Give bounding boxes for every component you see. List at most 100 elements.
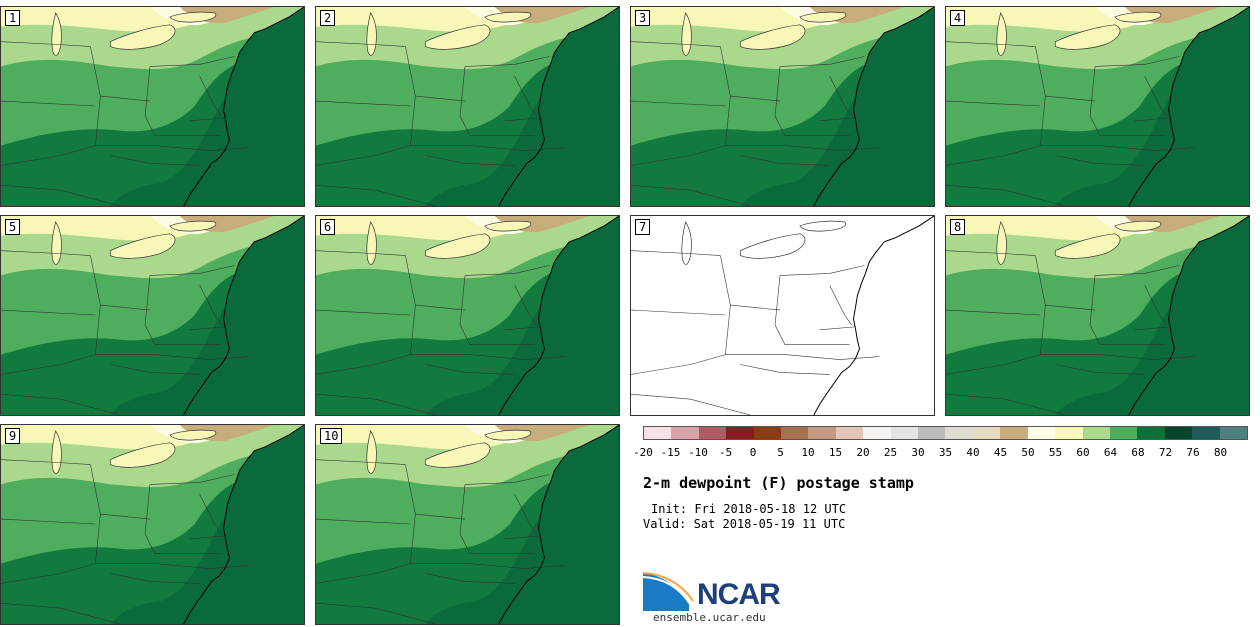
state-border bbox=[946, 250, 1036, 256]
state-border bbox=[1055, 155, 1145, 166]
state-border bbox=[316, 602, 436, 624]
state-border bbox=[459, 484, 471, 554]
coastline bbox=[183, 216, 304, 415]
state-border bbox=[199, 76, 222, 117]
state-border bbox=[514, 494, 537, 535]
state-border bbox=[459, 275, 471, 345]
state-border bbox=[150, 56, 235, 67]
colorbar-tick-label: 30 bbox=[911, 446, 925, 459]
site-url: ensemble.ucar.edu bbox=[653, 611, 766, 624]
coastline bbox=[498, 216, 619, 415]
state-border bbox=[720, 46, 731, 146]
state-border bbox=[415, 95, 466, 102]
colorbar-tick-label: 76 bbox=[1186, 446, 1200, 459]
colorbar-tick-label: -10 bbox=[688, 446, 708, 459]
state-border bbox=[316, 100, 411, 107]
great-lake bbox=[484, 220, 532, 232]
state-border bbox=[1040, 354, 1195, 360]
atlantic-ocean bbox=[498, 216, 619, 415]
stamp-panel-2[interactable]: 2 bbox=[315, 6, 620, 207]
stamp-panel-3[interactable]: 3 bbox=[630, 6, 935, 207]
colorbar-tick-label: 50 bbox=[1021, 446, 1035, 459]
state-border bbox=[144, 275, 156, 345]
state-border bbox=[1, 563, 96, 584]
stamp-panel-6[interactable]: 6 bbox=[315, 215, 620, 416]
colorbar-swatch bbox=[1082, 427, 1110, 439]
state-border bbox=[1035, 255, 1046, 355]
state-border bbox=[100, 513, 151, 520]
state-border bbox=[100, 95, 151, 102]
state-border bbox=[1045, 95, 1096, 102]
state-border bbox=[504, 117, 540, 122]
colorbar-tick-label: 0 bbox=[749, 446, 757, 459]
state-border bbox=[465, 265, 550, 276]
colorbar-swatch bbox=[1109, 427, 1138, 439]
chart-title: 2-m dewpoint (F) postage stamp bbox=[643, 474, 914, 492]
state-border bbox=[725, 354, 880, 360]
colorbar-swatch bbox=[726, 427, 754, 439]
stamp-panel-4[interactable]: 4 bbox=[945, 6, 1250, 207]
state-border bbox=[1, 354, 96, 375]
state-border bbox=[189, 326, 225, 331]
dewpoint-map bbox=[316, 216, 619, 415]
colorbar-tick-label: -20 bbox=[633, 446, 653, 459]
state-border bbox=[95, 563, 250, 569]
stamp-panel-10[interactable]: 10 bbox=[315, 424, 620, 625]
colorbar-tick-label: 68 bbox=[1131, 446, 1145, 459]
state-border bbox=[946, 354, 1041, 375]
state-border bbox=[189, 117, 225, 122]
state-border bbox=[1035, 46, 1046, 146]
stamp-panel-7[interactable]: 7 bbox=[630, 215, 935, 416]
colorbar-swatch bbox=[698, 427, 727, 439]
state-border bbox=[631, 100, 726, 107]
state-border bbox=[1144, 76, 1167, 117]
atlantic-ocean bbox=[498, 7, 619, 206]
stamp-panel-1[interactable]: 1 bbox=[0, 6, 305, 207]
colorbar-swatch bbox=[1192, 427, 1220, 439]
state-border bbox=[725, 145, 880, 151]
logo-swoosh-blue bbox=[643, 573, 689, 611]
state-border bbox=[829, 76, 852, 117]
state-border bbox=[1, 393, 121, 415]
state-border bbox=[316, 459, 406, 465]
state-border bbox=[631, 309, 726, 316]
logo-swoosh-white bbox=[643, 576, 691, 605]
great-lake bbox=[739, 233, 806, 259]
coastline bbox=[498, 7, 619, 206]
state-border bbox=[425, 364, 515, 375]
great-lake bbox=[424, 24, 491, 50]
colorbar-swatch bbox=[890, 427, 919, 439]
stamp-panel-8[interactable]: 8 bbox=[945, 215, 1250, 416]
colorbar-tick-label: 40 bbox=[966, 446, 980, 459]
stamp-panel-5[interactable]: 5 bbox=[0, 215, 305, 416]
state-border bbox=[95, 145, 250, 151]
state-border bbox=[730, 304, 781, 311]
colorbar-tick-label: 72 bbox=[1158, 446, 1173, 459]
dewpoint-map bbox=[631, 7, 934, 206]
great-lake bbox=[1114, 220, 1162, 232]
state-border bbox=[316, 184, 436, 206]
panel-number-label: 10 bbox=[320, 428, 343, 444]
state-border bbox=[774, 275, 786, 345]
panel-number-label: 5 bbox=[5, 219, 21, 235]
coastline bbox=[183, 7, 304, 206]
dewpoint-map bbox=[316, 7, 619, 206]
colorbar-tick-label: 20 bbox=[856, 446, 870, 459]
state-border bbox=[504, 326, 540, 331]
coastline bbox=[1128, 7, 1249, 206]
dewpoint-map bbox=[1, 216, 304, 415]
coastline bbox=[183, 425, 304, 624]
atlantic-ocean bbox=[813, 7, 934, 206]
colorbar-tick-label: -5 bbox=[718, 446, 733, 459]
state-border bbox=[946, 393, 1066, 415]
colorbar-swatch bbox=[945, 427, 973, 439]
state-border bbox=[504, 535, 540, 540]
colorbar-tick-label: 45 bbox=[993, 446, 1008, 459]
state-border bbox=[1, 100, 96, 107]
stamp-panel-9[interactable]: 9 bbox=[0, 424, 305, 625]
dewpoint-map bbox=[1, 425, 304, 624]
great-lake bbox=[1114, 11, 1162, 23]
state-border bbox=[1095, 265, 1180, 276]
coastline bbox=[813, 216, 934, 415]
atlantic-ocean bbox=[1128, 7, 1249, 206]
